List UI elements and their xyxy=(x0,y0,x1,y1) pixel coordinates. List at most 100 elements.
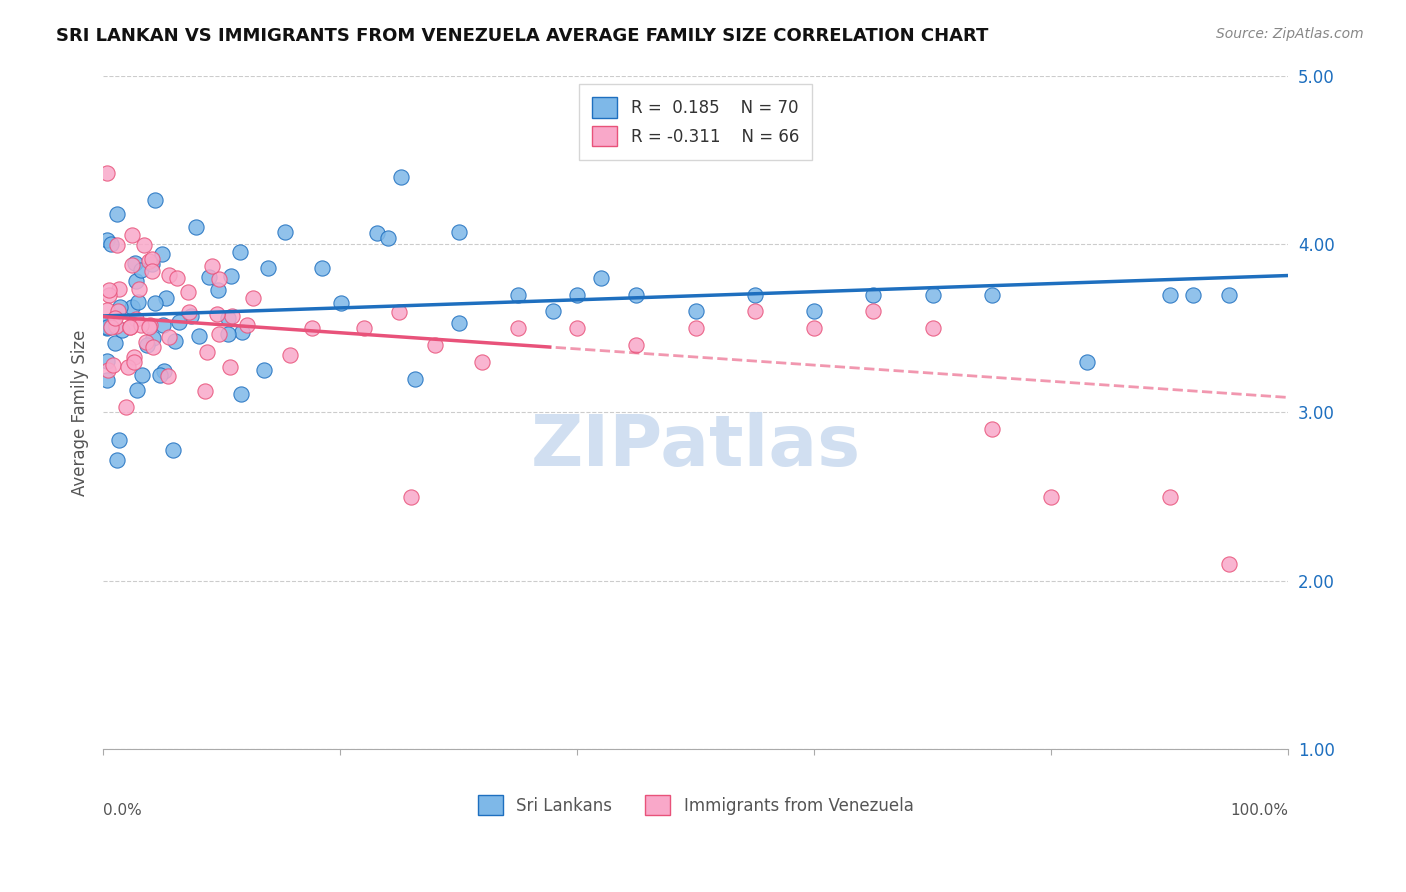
Point xyxy=(104,335,127,350)
Point xyxy=(96,372,118,386)
Point xyxy=(685,304,707,318)
Point xyxy=(138,319,160,334)
Point xyxy=(139,318,162,333)
Point xyxy=(221,309,243,323)
Point xyxy=(803,304,825,318)
Point xyxy=(118,319,141,334)
Point xyxy=(100,320,122,334)
Point xyxy=(97,363,120,377)
Point xyxy=(235,318,257,332)
Point xyxy=(1076,355,1098,369)
Point xyxy=(127,294,149,309)
Point xyxy=(117,359,139,374)
Point xyxy=(219,360,242,375)
Point xyxy=(108,434,131,448)
Point xyxy=(1218,557,1240,571)
Point xyxy=(122,355,145,369)
Point xyxy=(447,316,470,330)
Point xyxy=(111,323,134,337)
Point xyxy=(101,358,124,372)
Point xyxy=(124,275,146,289)
Point xyxy=(142,331,165,345)
Point xyxy=(1218,287,1240,301)
Text: Source: ZipAtlas.com: Source: ZipAtlas.com xyxy=(1216,27,1364,41)
Point xyxy=(803,321,825,335)
Point xyxy=(155,291,177,305)
Point xyxy=(205,307,228,321)
Text: ZIPatlas: ZIPatlas xyxy=(530,411,860,481)
Point xyxy=(685,321,707,335)
Point xyxy=(377,231,399,245)
Point xyxy=(152,364,174,378)
Point xyxy=(208,271,231,285)
Point xyxy=(242,291,264,305)
Point xyxy=(136,338,159,352)
Point xyxy=(404,372,426,386)
Point xyxy=(120,319,142,334)
Point xyxy=(100,236,122,251)
Point xyxy=(141,252,163,267)
Y-axis label: Average Family Size: Average Family Size xyxy=(72,329,89,496)
Point xyxy=(217,310,239,325)
Point xyxy=(104,319,127,334)
Point xyxy=(388,305,411,319)
Point xyxy=(141,257,163,271)
Point xyxy=(231,325,253,339)
Point xyxy=(257,260,280,275)
Point xyxy=(138,254,160,268)
Point xyxy=(96,233,118,247)
Point xyxy=(180,309,202,323)
Point xyxy=(108,282,131,296)
Point xyxy=(921,321,943,335)
Point xyxy=(135,334,157,349)
Point xyxy=(108,300,131,314)
Point xyxy=(921,287,943,301)
Point xyxy=(589,270,612,285)
Point xyxy=(121,300,143,314)
Point xyxy=(744,287,766,301)
Point xyxy=(274,225,297,239)
Point xyxy=(131,368,153,382)
Point xyxy=(506,287,529,301)
Point xyxy=(301,321,323,335)
Point xyxy=(311,261,333,276)
Point xyxy=(122,350,145,364)
Point xyxy=(96,319,118,334)
Point xyxy=(105,453,128,467)
Point xyxy=(862,304,884,318)
Point xyxy=(626,338,648,352)
Point xyxy=(188,328,211,343)
Point xyxy=(125,383,148,397)
Point xyxy=(1040,490,1063,504)
Point xyxy=(229,245,252,260)
Point xyxy=(157,268,180,282)
Point xyxy=(96,315,118,329)
Text: 100.0%: 100.0% xyxy=(1230,804,1288,818)
Point xyxy=(399,490,422,504)
Point xyxy=(980,422,1002,436)
Point xyxy=(1159,287,1181,301)
Point xyxy=(166,270,188,285)
Point xyxy=(207,283,229,297)
Point xyxy=(125,311,148,326)
Point xyxy=(105,237,128,252)
Point xyxy=(471,355,494,369)
Point xyxy=(217,327,239,342)
Point xyxy=(447,226,470,240)
Text: SRI LANKAN VS IMMIGRANTS FROM VENEZUELA AVERAGE FAMILY SIZE CORRELATION CHART: SRI LANKAN VS IMMIGRANTS FROM VENEZUELA … xyxy=(56,27,988,45)
Point xyxy=(142,340,165,354)
Point xyxy=(366,227,388,241)
Point xyxy=(231,387,253,401)
Point xyxy=(121,228,143,243)
Point xyxy=(862,287,884,301)
Point xyxy=(565,287,588,301)
Point xyxy=(115,400,138,414)
Point xyxy=(107,303,129,318)
Point xyxy=(506,321,529,335)
Point xyxy=(165,334,187,348)
Point xyxy=(145,194,167,208)
Point xyxy=(124,256,146,270)
Point xyxy=(197,269,219,284)
Point xyxy=(1182,287,1205,301)
Point xyxy=(278,348,301,362)
